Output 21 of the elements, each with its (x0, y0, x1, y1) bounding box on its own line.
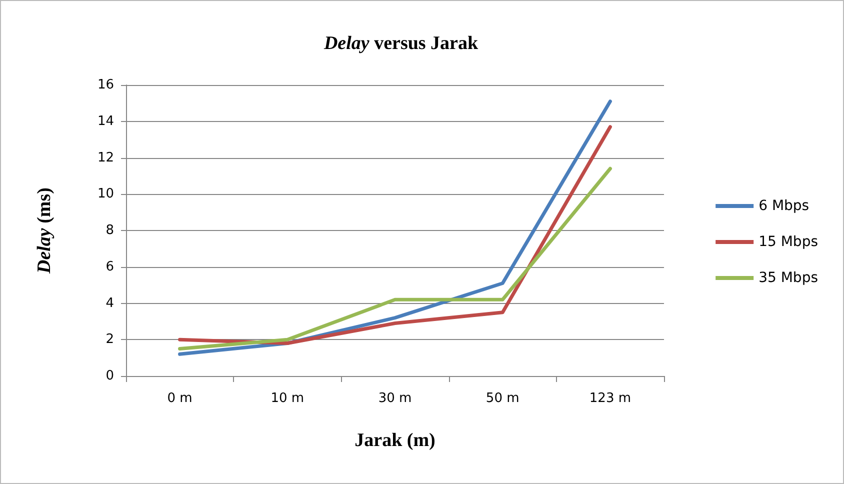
x-axis-title: Jarak (m) (354, 430, 436, 451)
y-tick-label: 2 (106, 332, 114, 348)
y-tick-label: 8 (106, 223, 114, 238)
legend-label: 15 Mbps (758, 234, 818, 250)
x-tick-label: 50 m (486, 391, 520, 406)
x-tick-label: 0 m (167, 391, 192, 406)
legend-label: 6 Mbps (758, 198, 810, 214)
y-axis-title: Delay (ms) (34, 187, 55, 274)
y-tick-label: 0 (106, 368, 114, 384)
legend-label: 35 Mbps (758, 270, 818, 286)
y-tick-label: 16 (97, 78, 114, 92)
x-tick-label: 10 m (270, 391, 304, 406)
line-series (178, 166, 612, 350)
x-tick-label: 123 m (589, 391, 632, 406)
y-tick-label: 6 (106, 259, 114, 274)
chart-title: Delay versus Jarak (322, 33, 478, 54)
y-tick-label: 12 (97, 150, 114, 166)
y-tick-label: 4 (106, 296, 114, 311)
y-tick-label: 14 (97, 114, 114, 129)
x-tick-label: 30 m (378, 391, 412, 406)
y-tick-label: 10 (97, 186, 114, 202)
